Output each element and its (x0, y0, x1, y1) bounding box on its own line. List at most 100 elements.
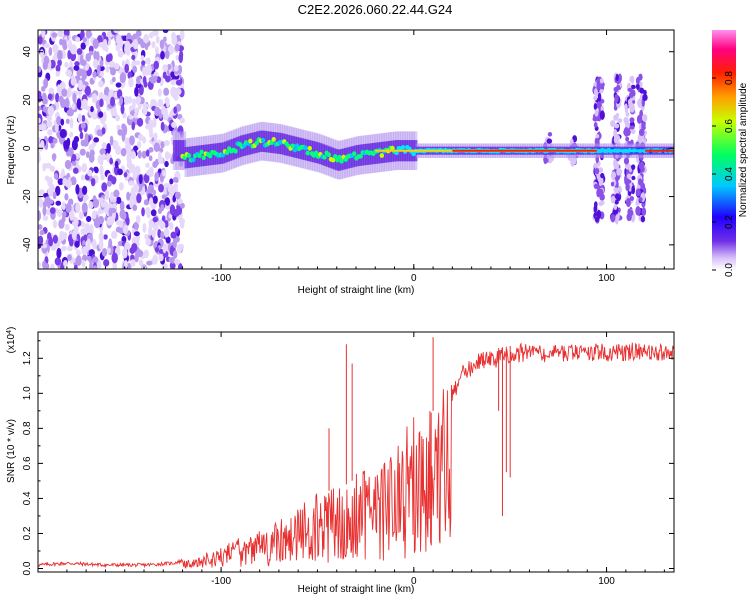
spike-speck (626, 213, 632, 222)
noise-speck (47, 105, 55, 117)
noise-speck (133, 145, 139, 151)
noise-speck (142, 105, 148, 116)
noise-speck (66, 254, 72, 262)
snr-line (38, 342, 674, 569)
ridge-point (197, 153, 202, 159)
noise-speck (97, 197, 104, 203)
noise-speck (163, 36, 167, 43)
y-tick-label: 20 (22, 94, 33, 106)
spike-speck (599, 110, 605, 120)
snr-axes: -100 0 100 0.0 0.2 0.4 0.6 0.8 1.0 1.2 (22, 332, 674, 587)
noise-speck (148, 166, 154, 178)
spike-speck (547, 132, 553, 137)
noise-speck (169, 186, 175, 197)
noise-speck (113, 140, 119, 149)
noise-speck (153, 60, 159, 70)
spike-speck (546, 138, 553, 144)
noise-speck (155, 35, 160, 44)
noise-speck (98, 80, 104, 88)
spike-speck (631, 175, 636, 181)
noise-speck (172, 130, 177, 140)
noise-speck (74, 240, 80, 248)
noise-speck (80, 139, 86, 147)
noise-speck (141, 207, 145, 217)
noise-speck (60, 245, 67, 252)
noise-speck (141, 150, 147, 159)
noise-speck (162, 243, 167, 254)
noise-speck (80, 30, 85, 40)
noise-speck (91, 93, 98, 104)
spike-speck (571, 156, 577, 165)
spike-speck (625, 183, 630, 192)
noise-speck (101, 41, 107, 51)
noise-speck (168, 222, 174, 230)
noise-speck (38, 235, 44, 246)
noise-speck (119, 72, 127, 84)
spike-speck (638, 128, 645, 137)
ridge-point (220, 152, 226, 158)
noise-speck (85, 52, 92, 62)
noise-speck (174, 191, 181, 200)
noise-speck (89, 224, 94, 235)
y-tick-label: -20 (22, 189, 33, 204)
noise-speck (84, 222, 91, 234)
spike-speck (614, 199, 619, 205)
spike-speck (594, 168, 600, 175)
noise-speck (115, 114, 120, 122)
noise-speck (49, 165, 56, 172)
noise-speck (47, 186, 54, 198)
noise-speck (75, 255, 82, 267)
noise-speck (57, 30, 64, 38)
noise-speck (102, 111, 107, 122)
noise-speck (59, 230, 65, 242)
noise-speck (52, 219, 58, 229)
noise-speck (146, 57, 151, 65)
noise-speck (42, 260, 47, 269)
noise-speck (52, 44, 59, 53)
noise-speck (123, 172, 128, 178)
noise-speck (85, 31, 93, 38)
noise-speck (164, 50, 170, 60)
spike-speck (624, 103, 628, 112)
noise-speck (98, 231, 104, 243)
noise-speck (111, 110, 118, 117)
noise-speck (113, 30, 120, 34)
noise-speck (136, 193, 142, 204)
noise-speck (108, 238, 113, 250)
noise-speck (163, 87, 170, 96)
spike-speck (623, 127, 629, 137)
colorbar-tick-label: 0.6 (724, 119, 735, 133)
ridge-point (190, 157, 196, 163)
noise-speck (152, 216, 158, 223)
noise-speck (38, 189, 45, 196)
spike-speck (640, 215, 646, 223)
spike-speck (596, 139, 600, 148)
noise-speck (82, 37, 87, 43)
noise-speck (104, 189, 110, 201)
noise-speck (128, 114, 133, 120)
noise-speck (55, 200, 62, 206)
noise-speck (82, 98, 88, 108)
noise-speck (89, 149, 95, 157)
noise-speck (40, 123, 47, 131)
y-tick-label: -40 (22, 237, 33, 252)
noise-speck (148, 32, 154, 39)
noise-speck (101, 153, 107, 161)
noise-speck (121, 60, 126, 67)
spectrogram-y-label: Frequency (Hz) (6, 116, 17, 185)
noise-speck (77, 79, 83, 91)
spike-speck (635, 188, 641, 197)
noise-speck (96, 64, 101, 75)
noise-speck (39, 229, 45, 236)
spike-speck (594, 109, 599, 117)
spike-speck (625, 179, 632, 184)
noise-speck (173, 106, 178, 114)
noise-speck (106, 142, 111, 154)
spike-speck (598, 201, 604, 207)
noise-speck (81, 246, 88, 256)
noise-speck (92, 71, 97, 78)
spike-speck (595, 134, 600, 139)
noise-speck (99, 59, 104, 67)
noise-speck (99, 165, 104, 176)
